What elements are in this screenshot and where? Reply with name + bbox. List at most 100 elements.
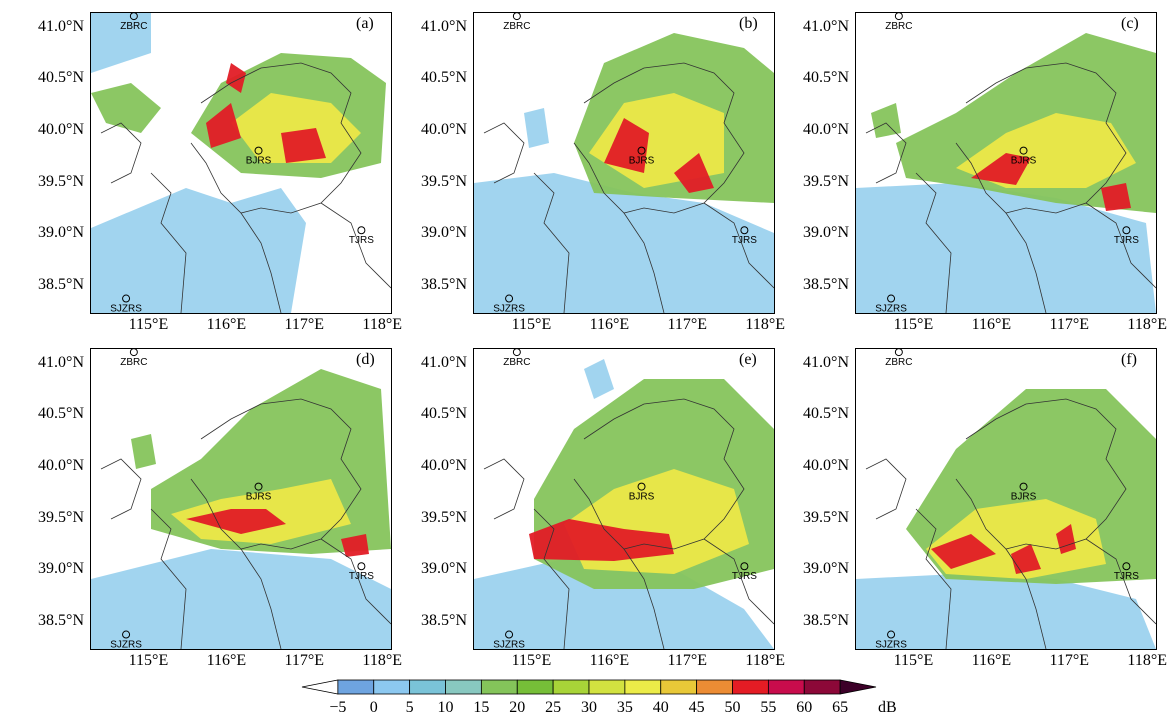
admin-boundary bbox=[955, 398, 1127, 550]
longitude-tick: 118°E bbox=[1127, 316, 1167, 333]
longitude-tick: 115°E bbox=[893, 652, 934, 669]
station-label: ZBRC bbox=[885, 21, 912, 32]
colorbar-segment bbox=[803, 679, 841, 695]
radar-reflectivity-map: ZBRC BJRS TJRS SJZRS bbox=[473, 348, 775, 650]
radar-station-marker bbox=[512, 349, 521, 357]
radar-station-marker bbox=[1019, 146, 1028, 155]
longitude-tick: 117°E bbox=[1049, 316, 1090, 333]
colorbar-tick-label: 50 bbox=[725, 699, 741, 716]
colorbar-segment bbox=[660, 679, 698, 695]
admin-boundary bbox=[623, 548, 665, 649]
latitude-tick: 40.5°N bbox=[803, 69, 849, 87]
admin-boundary bbox=[240, 212, 282, 313]
radar-station-marker bbox=[1122, 226, 1131, 235]
admin-boundary bbox=[703, 202, 774, 289]
radar-station-marker bbox=[122, 294, 131, 303]
colorbar-tick-label: 10 bbox=[438, 699, 454, 716]
admin-boundary bbox=[190, 398, 362, 550]
colorbar-tick-label: 15 bbox=[473, 699, 489, 716]
radar-station-marker bbox=[254, 146, 263, 155]
radar-station-marker bbox=[887, 630, 896, 639]
station-label: TJRS bbox=[349, 235, 374, 246]
latitude-tick: 38.5°N bbox=[421, 612, 467, 630]
longitude-tick: 116°E bbox=[589, 316, 630, 333]
latitude-tick: 40.5°N bbox=[38, 405, 84, 423]
radar-station-marker bbox=[357, 562, 366, 571]
latitude-tick: 40.5°N bbox=[421, 405, 467, 423]
latitude-tick: 39.5°N bbox=[803, 172, 849, 190]
admin-boundary bbox=[1005, 548, 1047, 649]
reflectivity-field: ZBRC BJRS TJRS SJZRS bbox=[91, 13, 391, 313]
radar-station-marker bbox=[1122, 562, 1131, 571]
latitude-tick: 40.5°N bbox=[803, 405, 849, 423]
latitude-tick: 41.0°N bbox=[803, 353, 849, 371]
colorbar-tick-label: 60 bbox=[796, 699, 812, 716]
colorbar: −5 0 5 10 15 20 25 30 35 40 45 50 55 60 65 dBZ bbox=[296, 678, 907, 718]
radar-station-marker bbox=[512, 13, 521, 21]
latitude-tick: 40.0°N bbox=[421, 120, 467, 138]
admin-boundary bbox=[703, 538, 774, 625]
radar-station-marker bbox=[505, 294, 514, 303]
admin-boundary bbox=[533, 172, 570, 313]
colorbar-tick-label: 30 bbox=[581, 699, 597, 716]
station-label: BJRS bbox=[246, 492, 272, 503]
admin-boundary bbox=[1005, 212, 1047, 313]
reflectivity-field: ZBRC BJRS TJRS SJZRS bbox=[474, 13, 774, 313]
station-label: BJRS bbox=[246, 156, 272, 167]
admin-boundary bbox=[320, 538, 391, 625]
station-label: TJRS bbox=[1114, 571, 1139, 582]
longitude-tick: 115°E bbox=[511, 316, 552, 333]
latitude-tick: 38.5°N bbox=[803, 276, 849, 294]
station-label: BJRS bbox=[1011, 492, 1037, 503]
colorbar-segment bbox=[552, 679, 590, 695]
colorbar-tick-label: 55 bbox=[760, 699, 776, 716]
latitude-tick: 39.5°N bbox=[421, 508, 467, 526]
radar-station-marker bbox=[637, 146, 646, 155]
station-label: SJZRS bbox=[493, 304, 525, 313]
latitude-tick: 39.0°N bbox=[38, 224, 84, 242]
admin-boundary bbox=[915, 172, 952, 313]
latitude-tick: 39.0°N bbox=[421, 224, 467, 242]
radar-station-marker bbox=[740, 226, 749, 235]
reflectivity-field: ZBRC BJRS TJRS SJZRS bbox=[91, 349, 391, 649]
echo-region-light-blue bbox=[91, 549, 391, 649]
station-label: ZBRC bbox=[503, 21, 530, 32]
longitude-tick: 115°E bbox=[128, 652, 169, 669]
latitude-tick: 38.5°N bbox=[38, 612, 84, 630]
station-label: TJRS bbox=[732, 235, 757, 246]
radar-station-marker bbox=[129, 349, 138, 357]
echo-region-light-blue bbox=[91, 13, 151, 73]
radar-station-marker bbox=[894, 13, 903, 21]
longitude-tick: 117°E bbox=[667, 316, 708, 333]
echo-region-red bbox=[281, 128, 326, 163]
station-label: SJZRS bbox=[493, 640, 525, 649]
colorbar-unit-label: dBZ bbox=[878, 699, 896, 716]
latitude-tick: 41.0°N bbox=[421, 353, 467, 371]
radar-reflectivity-map: ZBRC BJRS TJRS SJZRS bbox=[855, 348, 1157, 650]
admin-boundary bbox=[190, 62, 362, 214]
echo-region-red bbox=[186, 509, 286, 534]
admin-boundary bbox=[623, 212, 665, 313]
echo-region-green bbox=[91, 83, 161, 133]
echo-region-red bbox=[1101, 183, 1131, 211]
longitude-tick: 118°E bbox=[1127, 652, 1167, 669]
colorbar-segment bbox=[337, 679, 375, 695]
longitude-tick: 116°E bbox=[206, 316, 247, 333]
latitude-tick: 39.5°N bbox=[421, 172, 467, 190]
latitude-tick: 40.5°N bbox=[38, 69, 84, 87]
colorbar-tick-label: 5 bbox=[406, 699, 414, 716]
echo-region-red bbox=[1056, 524, 1076, 554]
admin-boundary bbox=[915, 508, 952, 649]
colorbar-segment bbox=[588, 679, 626, 695]
colorbar-tick-label: 40 bbox=[653, 699, 669, 716]
admin-boundary bbox=[533, 508, 570, 649]
colorbar-segment bbox=[839, 679, 877, 695]
panel-label: (c) bbox=[1121, 15, 1139, 32]
latitude-tick: 40.5°N bbox=[421, 69, 467, 87]
colorbar-segment bbox=[301, 679, 339, 695]
radar-reflectivity-map: ZBRC BJRS TJRS SJZRS bbox=[90, 12, 392, 314]
echo-region-green bbox=[131, 434, 156, 469]
colorbar-tick-label: 0 bbox=[370, 699, 378, 716]
radar-station-marker bbox=[357, 226, 366, 235]
colorbar-tick-label: −5 bbox=[329, 699, 346, 716]
